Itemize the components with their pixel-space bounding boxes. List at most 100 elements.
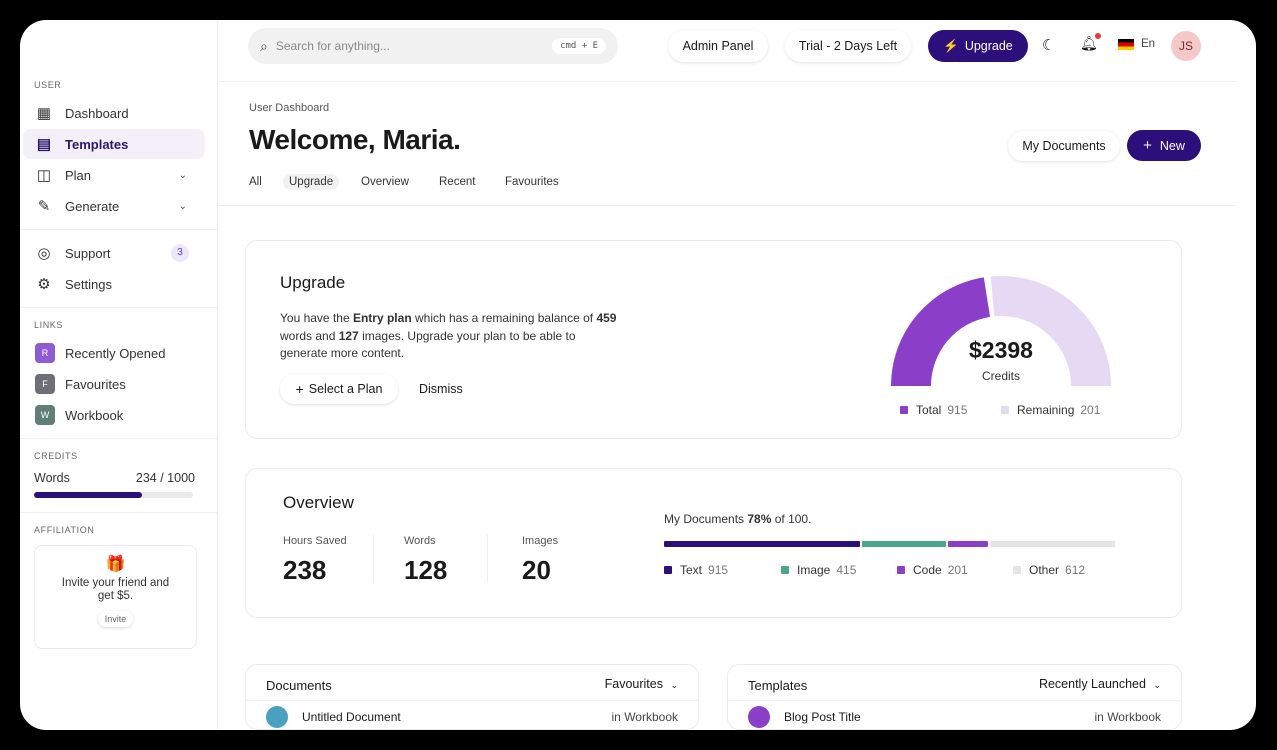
sidebar-item-templates[interactable]: ▤ Templates [23,129,205,159]
value: 20 [522,555,551,585]
credits-value: 234 / 1000 [135,471,195,485]
link-favourites[interactable]: F Favourites [23,369,205,399]
legend-swatch [1001,406,1009,414]
pencil-icon: ✎ [37,198,51,215]
search-input[interactable]: ⌕ Search for anything... cmd + E [248,28,618,64]
label: Favourites [604,677,663,691]
sidebar: USER ▦ Dashboard ▤ Templates ◫ Plan ⌄ ✎ Gener… [20,20,218,730]
tab-overview[interactable]: Overview [361,176,409,188]
divider [20,512,217,513]
section-label-user: USER [34,80,62,90]
documents-filter-dropdown[interactable]: Favourites ⌄ [605,677,678,691]
new-button[interactable]: + New [1127,130,1201,161]
label: Favourites [65,376,126,392]
sidebar-item-generate[interactable]: ✎ Generate ⌄ [23,191,205,221]
link-workbook[interactable]: W Workbook [23,400,205,430]
link-avatar-icon: R [35,343,55,363]
sidebar-item-plan[interactable]: ◫ Plan ⌄ [23,160,205,190]
text: words and [280,328,339,343]
divider [20,438,217,439]
sidebar-item-settings[interactable]: ⚙ Settings [23,269,205,299]
wallet-icon: ◫ [36,167,52,184]
label: Other [1029,563,1060,577]
usage-segment-image [861,541,947,547]
notification-dot [1094,33,1101,39]
legend-other: Other 612 [1013,563,1085,577]
template-location: in Workbook [1094,710,1161,724]
tab-all[interactable]: All [249,176,262,188]
overview-card: Overview Hours Saved 238 Words 128 Images 2… [245,468,1182,618]
search-placeholder: Search for anything... [275,39,390,53]
template-name[interactable]: Blog Post Title [784,710,861,724]
gauge-total-arc [891,277,991,386]
my-documents-button[interactable]: My Documents [1008,131,1120,161]
text: which has a remaining balance of [411,311,597,325]
stat-words: Words 128 [404,535,447,586]
dismiss-button[interactable]: Dismiss [419,382,463,396]
bell-icon[interactable]: 🔔︎ [1080,33,1101,52]
bolt-icon: ⚡ [943,38,959,53]
usage-segment-code [948,541,989,547]
admin-panel-button[interactable]: Admin Panel [668,30,768,62]
usage-segment-other [990,541,1115,547]
divider [20,229,217,230]
section-label-credits: CREDITS [34,451,78,461]
label: Workbook [65,407,124,423]
sidebar-item-dashboard[interactable]: ▦ Dashboard [23,98,205,128]
label: Code [913,563,942,577]
divider [728,700,1181,701]
select-plan-button[interactable]: + Select a Plan [280,374,398,404]
credits-gauge [891,276,1111,386]
gift-icon: 🎁 [105,556,126,573]
chevron-down-icon: ⌄ [1153,680,1161,690]
legend-swatch [897,566,905,574]
gauge-label: Credits [981,369,1020,383]
label: Generate [65,198,120,214]
value: 128 [404,555,448,585]
divider [218,205,1236,206]
legend-swatch [664,566,672,574]
value: 612 [1065,563,1086,577]
label: Text [680,563,703,577]
label: Total [916,403,942,417]
divider [20,307,217,308]
documents-usage-bar [664,541,1115,547]
chevron-down-icon: ⌄ [670,680,678,690]
divider [246,700,698,701]
templates-filter-dropdown[interactable]: Recently Launched ⌄ [1039,677,1161,691]
label: Recently Opened [65,345,166,361]
tab-favourites[interactable]: Favourites [505,176,559,188]
plus-icon: + [295,381,304,397]
tab-recent[interactable]: Recent [439,176,476,188]
moon-icon[interactable]: ☾ [1042,37,1056,54]
invite-button[interactable]: Invite [98,611,134,627]
text: You have the [280,311,353,325]
section-label-links: LINKS [34,320,64,330]
upgrade-button[interactable]: ⚡ Upgrade [928,30,1028,62]
template-avatar-icon [748,706,770,728]
templates-title: Templates [748,678,808,693]
language-selector[interactable]: En [1118,38,1155,50]
shortcut-hint: cmd + E [552,38,606,54]
value: 915 [708,563,729,577]
upgrade-description: You have the Entry plan which has a rema… [280,310,625,363]
affiliation-text: Invite your friend and get $5. [61,577,170,602]
avatar[interactable]: JS [1171,31,1201,61]
link-avatar-icon: W [35,405,55,425]
divider [487,535,488,583]
label: Image [797,563,831,577]
section-label-affiliation: AFFILIATION [34,525,95,535]
link-recently-opened[interactable]: R Recently Opened [23,338,205,368]
trial-button[interactable]: Trial - 2 Days Left [785,30,911,62]
label: Plan [65,167,92,183]
document-name[interactable]: Untitled Document [302,710,401,724]
label: New [1159,138,1185,153]
label: Remaining [1017,403,1075,417]
overview-title: Overview [283,493,354,512]
stat-hours-saved: Hours Saved 238 [283,535,347,586]
sidebar-item-support[interactable]: ◎ Support 3 [23,238,205,268]
lifebuoy-icon: ◎ [37,245,51,262]
tab-upgrade[interactable]: Upgrade [283,174,340,190]
gauge-value: $2398 [969,337,1033,363]
main-content: User Dashboard Welcome, Maria. All Upgra… [218,82,1236,730]
